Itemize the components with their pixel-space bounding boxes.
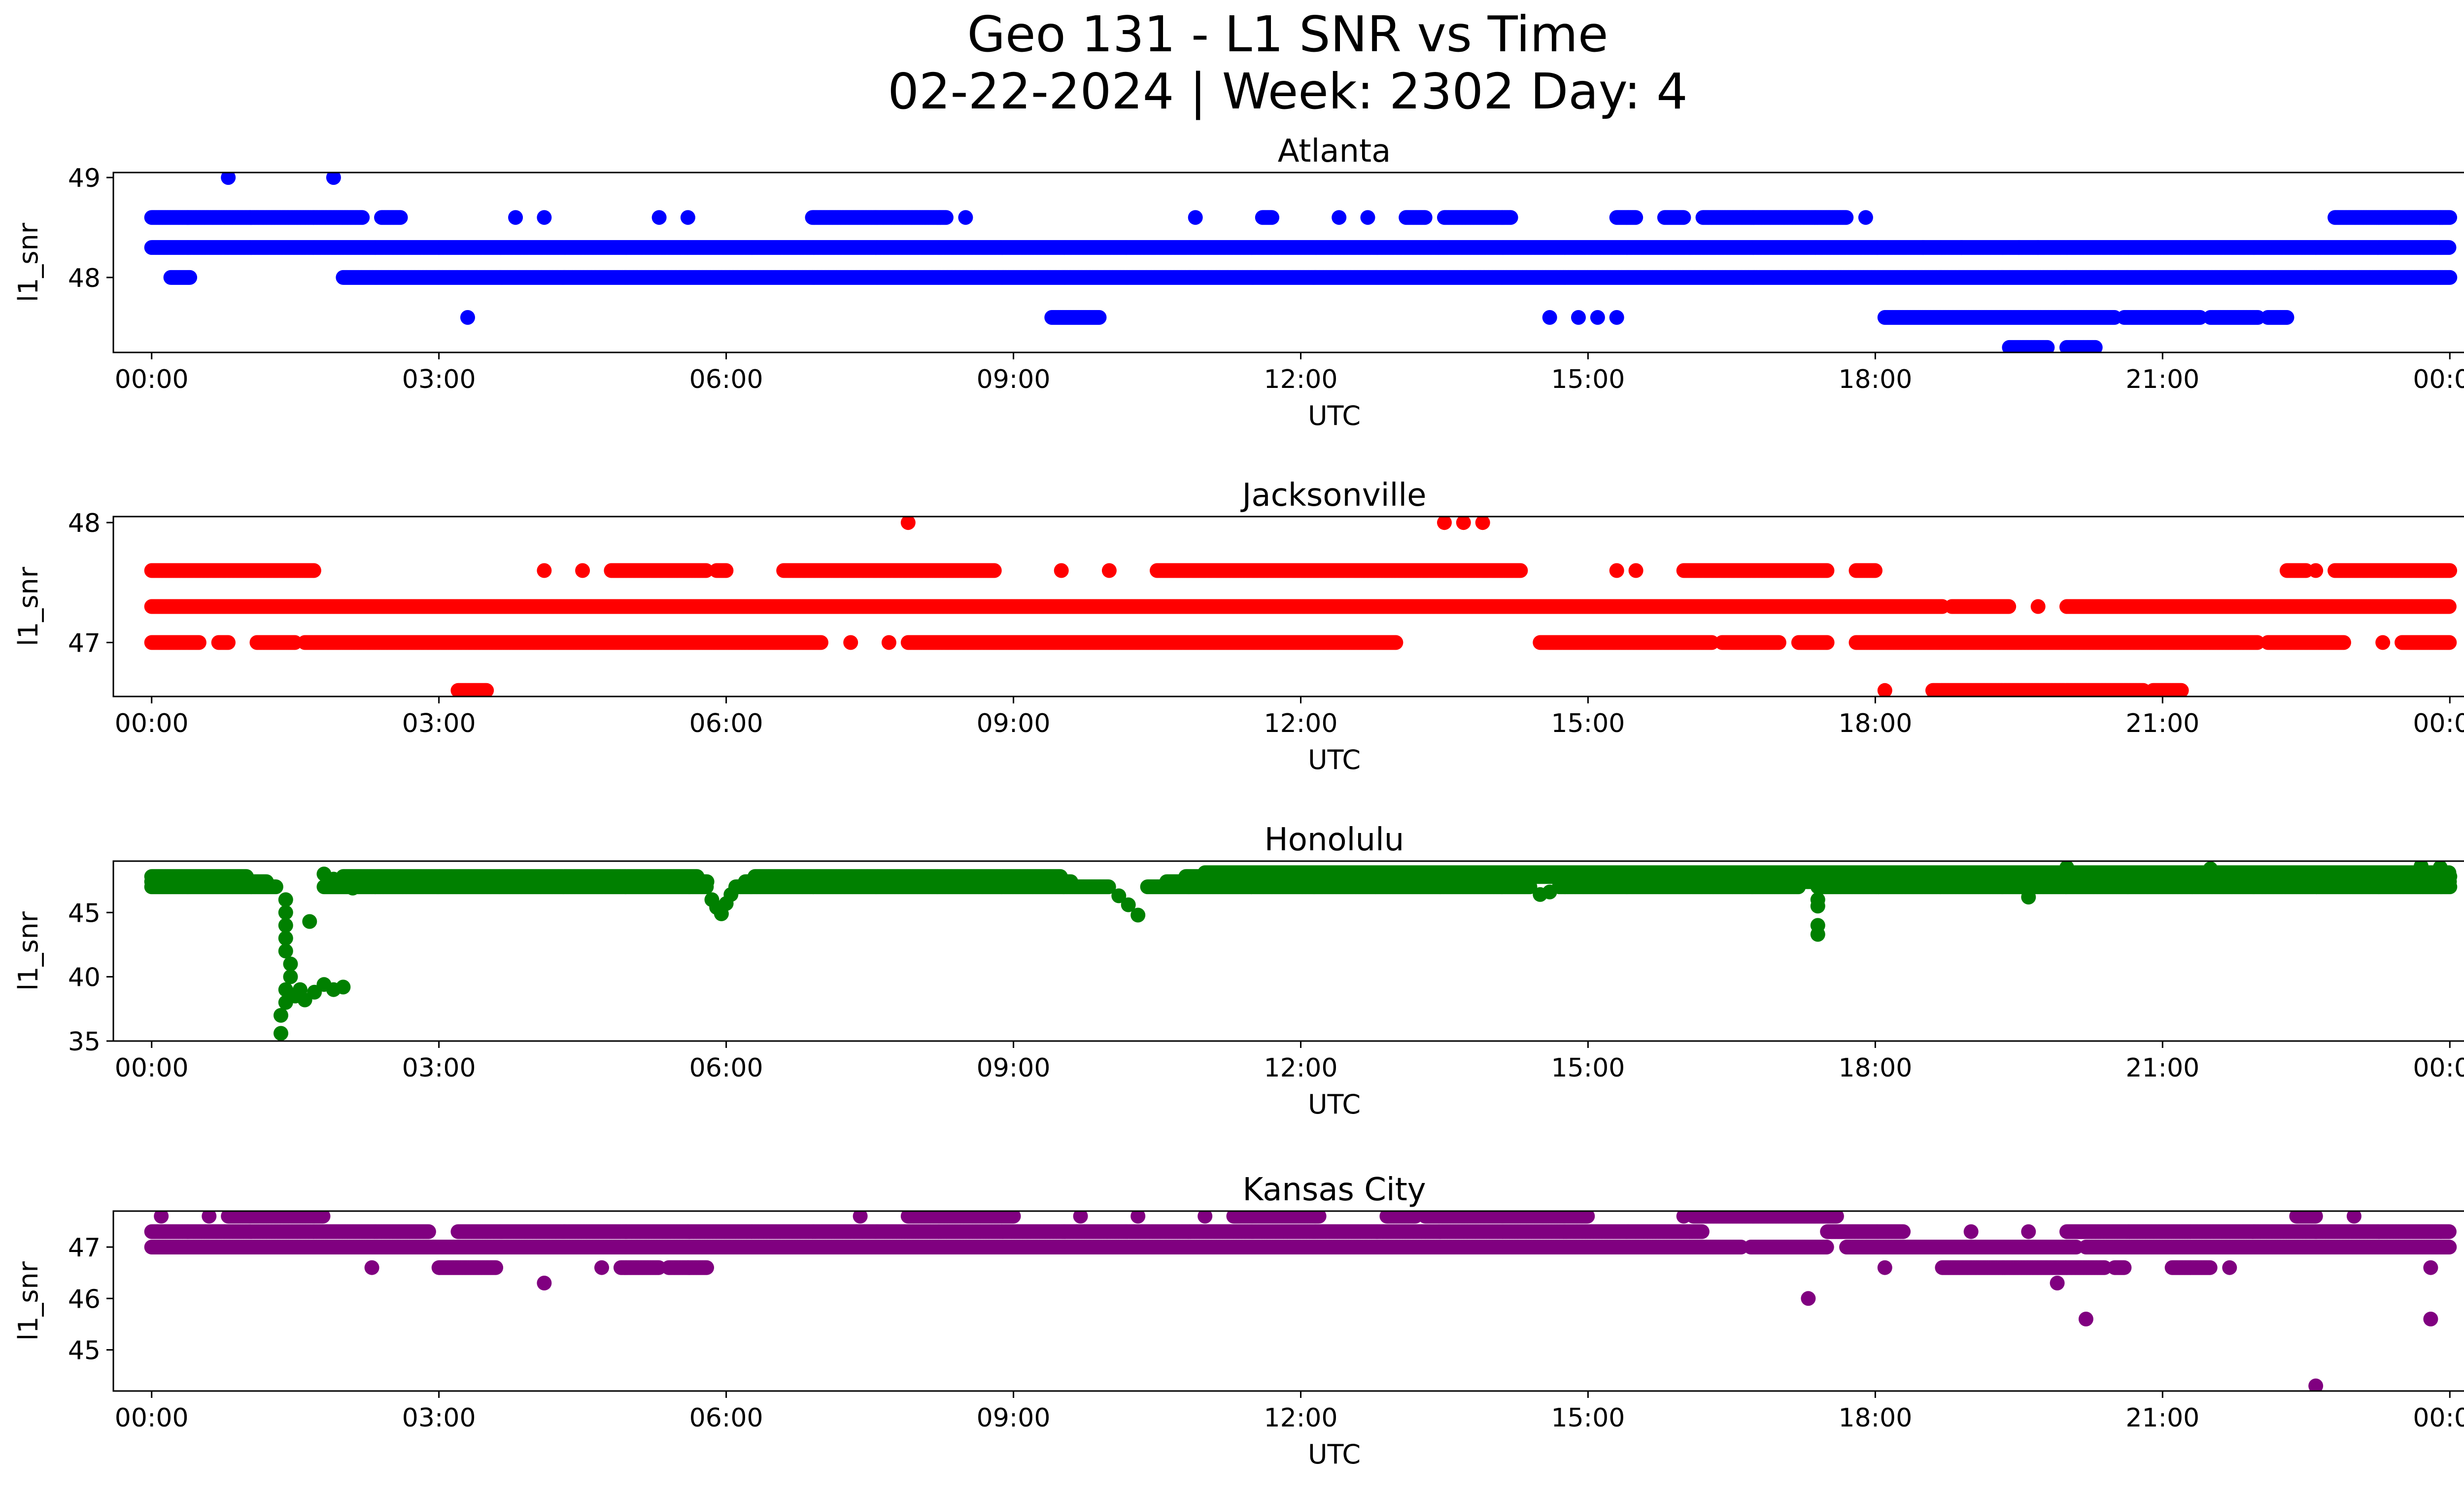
- data-point: [2441, 240, 2457, 255]
- data-point: [2442, 210, 2458, 225]
- data-point: [958, 210, 973, 225]
- data-point: [1265, 210, 1279, 225]
- figure-title-line-1: Geo 131 - L1 SNR vs Time: [0, 6, 2464, 63]
- data-series-atlanta: [144, 173, 2458, 352]
- data-point: [2442, 270, 2458, 285]
- data-point: [1417, 210, 1433, 225]
- data-point: [1092, 310, 1107, 325]
- data-point: [393, 210, 408, 225]
- data-point: [1503, 210, 1518, 225]
- data-point: [355, 210, 370, 225]
- data-point: [182, 270, 198, 285]
- data-point: [1628, 210, 1643, 225]
- data-point: [938, 210, 954, 225]
- data-point: [1676, 210, 1691, 225]
- figure-title: Geo 131 - L1 SNR vs Time 02-22-2024 | We…: [0, 6, 2464, 120]
- figure-title-line-2: 02-22-2024 | Week: 2302 Day: 4: [0, 63, 2464, 120]
- panel-title: Atlanta: [1278, 133, 1391, 170]
- data-point: [1858, 210, 1873, 225]
- data-point: [1839, 210, 1854, 225]
